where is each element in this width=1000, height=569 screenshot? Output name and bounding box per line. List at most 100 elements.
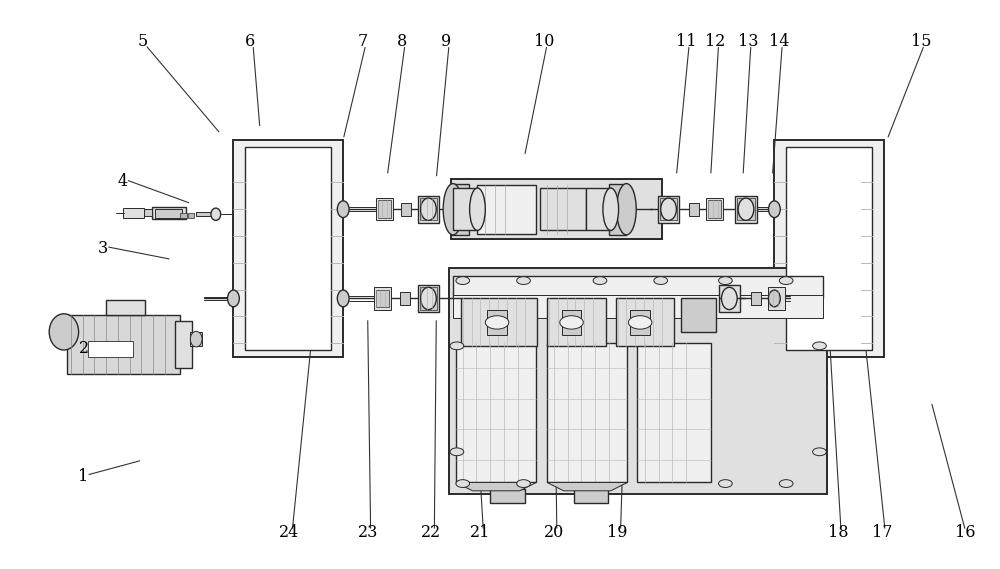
Circle shape	[813, 448, 826, 456]
Circle shape	[560, 316, 583, 329]
Bar	[401, 203, 411, 216]
Bar	[609, 184, 626, 235]
Text: 8: 8	[397, 34, 407, 51]
Text: 22: 22	[421, 524, 442, 541]
Ellipse shape	[769, 290, 780, 307]
Ellipse shape	[228, 290, 239, 307]
Bar	[453, 295, 823, 318]
Text: 14: 14	[769, 34, 789, 51]
Text: 5: 5	[137, 34, 147, 51]
Bar	[190, 332, 202, 346]
Circle shape	[719, 277, 732, 284]
Circle shape	[485, 316, 509, 329]
Bar	[67, 315, 180, 374]
Ellipse shape	[603, 188, 619, 230]
Bar	[418, 285, 439, 312]
Text: 21: 21	[470, 524, 491, 541]
Text: 12: 12	[705, 34, 726, 51]
Bar	[449, 268, 827, 494]
Ellipse shape	[190, 331, 202, 347]
Bar	[196, 212, 214, 216]
Bar	[175, 321, 192, 368]
Bar	[751, 292, 761, 305]
Bar	[774, 139, 884, 357]
Bar	[245, 147, 331, 350]
Bar	[233, 139, 343, 357]
Text: 24: 24	[279, 524, 299, 541]
Circle shape	[517, 480, 530, 488]
Circle shape	[654, 277, 668, 284]
Ellipse shape	[443, 184, 463, 235]
Text: 9: 9	[441, 34, 451, 51]
Text: 13: 13	[738, 34, 758, 51]
Text: 6: 6	[245, 34, 255, 51]
Bar	[123, 208, 144, 217]
Bar	[737, 198, 755, 220]
Bar	[378, 200, 391, 218]
Ellipse shape	[337, 290, 349, 307]
Text: 11: 11	[676, 34, 696, 51]
Text: 18: 18	[828, 524, 848, 541]
Bar	[706, 198, 723, 220]
Bar	[453, 276, 823, 299]
Text: 2: 2	[78, 340, 89, 357]
Bar	[420, 198, 437, 220]
Bar	[451, 179, 662, 239]
Circle shape	[450, 448, 464, 456]
Bar	[540, 188, 586, 230]
Bar	[574, 489, 608, 503]
Bar	[660, 198, 677, 220]
Text: 4: 4	[118, 173, 128, 190]
Text: 20: 20	[544, 524, 564, 541]
Circle shape	[628, 316, 652, 329]
Bar	[630, 310, 650, 335]
Text: 3: 3	[98, 240, 108, 257]
Bar	[374, 287, 391, 310]
Circle shape	[813, 342, 826, 350]
Bar	[88, 341, 132, 357]
Bar	[490, 489, 524, 503]
Ellipse shape	[421, 198, 436, 220]
Bar	[768, 287, 785, 310]
Ellipse shape	[769, 201, 780, 217]
Bar	[155, 209, 182, 217]
Ellipse shape	[721, 287, 737, 310]
Circle shape	[450, 342, 464, 350]
Bar	[477, 185, 536, 234]
Bar	[456, 343, 536, 483]
Bar	[420, 287, 437, 310]
Bar	[735, 196, 757, 222]
Ellipse shape	[617, 184, 636, 235]
Bar	[418, 196, 439, 222]
Text: 1: 1	[78, 468, 89, 485]
Bar	[562, 310, 581, 335]
Polygon shape	[547, 483, 627, 491]
Text: 7: 7	[358, 34, 368, 51]
Text: 19: 19	[607, 524, 628, 541]
Bar	[616, 299, 674, 346]
Bar	[708, 200, 721, 218]
Bar	[152, 207, 186, 219]
Bar	[144, 209, 152, 216]
Bar	[453, 188, 477, 230]
Bar	[786, 147, 872, 350]
Ellipse shape	[769, 290, 780, 307]
Circle shape	[456, 277, 470, 284]
Text: 23: 23	[358, 524, 378, 541]
Bar	[637, 343, 711, 483]
Bar	[658, 196, 679, 222]
Ellipse shape	[470, 188, 485, 230]
Ellipse shape	[49, 314, 79, 350]
Bar	[451, 184, 469, 235]
Bar	[106, 299, 145, 315]
Bar	[376, 198, 393, 220]
Ellipse shape	[661, 198, 676, 220]
Circle shape	[779, 277, 793, 284]
Bar	[400, 292, 410, 305]
Circle shape	[517, 277, 530, 284]
Bar	[719, 285, 740, 312]
Bar	[180, 213, 187, 218]
Ellipse shape	[211, 208, 221, 220]
Circle shape	[779, 480, 793, 488]
Bar	[681, 299, 716, 332]
